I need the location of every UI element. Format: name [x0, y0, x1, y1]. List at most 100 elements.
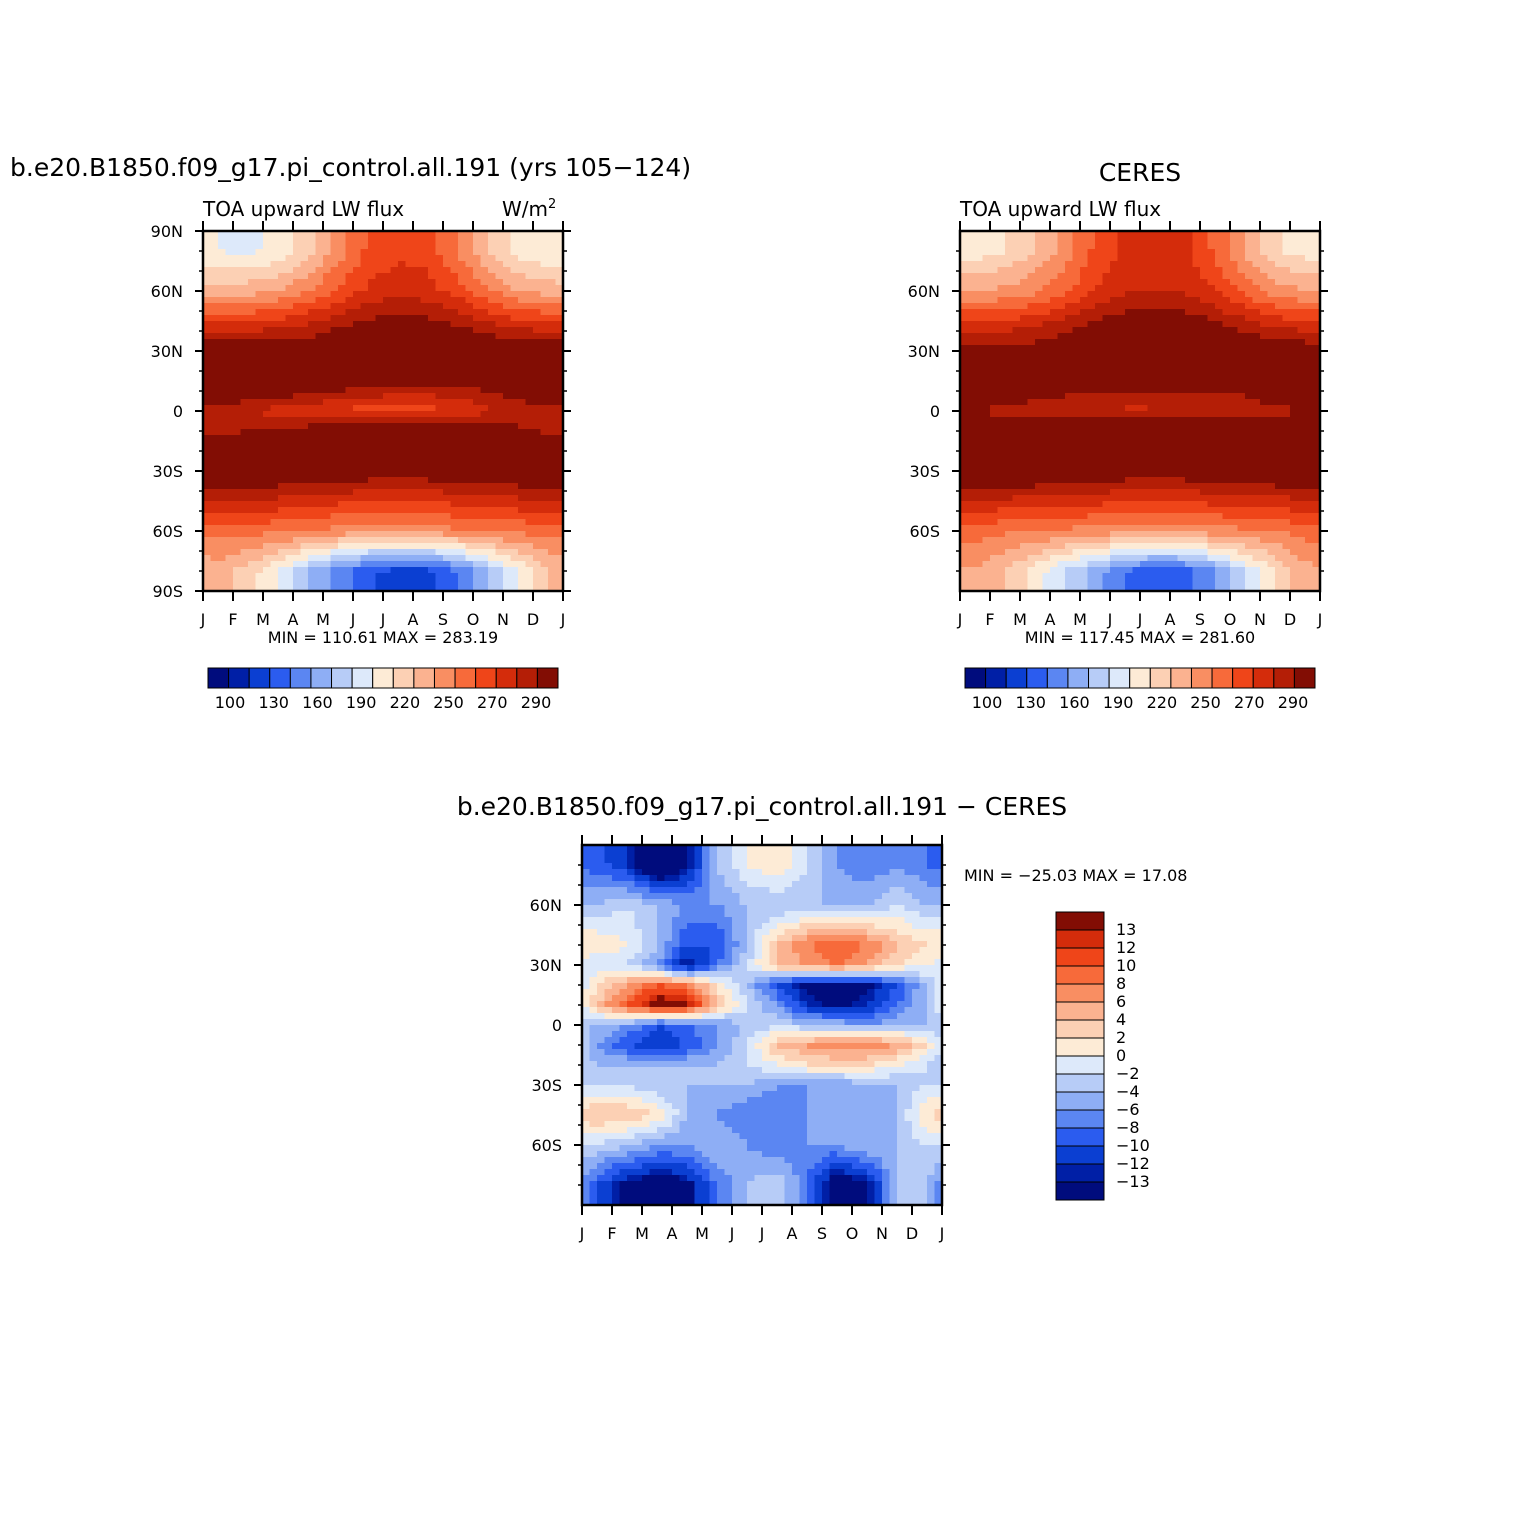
heatmap-cell: [240, 261, 249, 268]
heatmap-cell: [1297, 411, 1306, 418]
heatmap-cell: [330, 519, 339, 526]
heatmap-cell: [405, 435, 414, 442]
heatmap-cell: [1162, 315, 1171, 322]
heatmap-cell: [1200, 309, 1209, 316]
heatmap-cell: [1080, 387, 1089, 394]
heatmap-cell: [1200, 345, 1209, 352]
heatmap-cell: [1215, 459, 1224, 466]
heatmap-cell: [218, 237, 227, 244]
heatmap-cell: [1267, 261, 1276, 268]
heatmap-cell: [398, 357, 407, 364]
heatmap-cell: [555, 507, 564, 514]
heatmap-cell: [1312, 315, 1321, 322]
heatmap-cell: [413, 459, 422, 466]
heatmap-cell: [1072, 327, 1081, 334]
heatmap-cell: [480, 507, 489, 514]
heatmap-cell: [540, 393, 549, 400]
heatmap-cell: [540, 339, 549, 346]
heatmap-cell: [240, 471, 249, 478]
heatmap-cell: [1132, 447, 1141, 454]
heatmap-cell: [1042, 369, 1051, 376]
heatmap-cell: [443, 537, 452, 544]
heatmap-cell: [1125, 357, 1134, 364]
heatmap-cell: [263, 321, 272, 328]
heatmap-cell: [308, 399, 317, 406]
heatmap-cell: [495, 315, 504, 322]
heatmap-cell: [323, 321, 332, 328]
heatmap-cell: [1252, 231, 1261, 238]
heatmap-cell: [443, 375, 452, 382]
heatmap-cell: [398, 273, 407, 280]
heatmap-cell: [443, 447, 452, 454]
heatmap-cell: [240, 327, 249, 334]
heatmap-cell: [510, 411, 519, 418]
heatmap-cell: [1087, 423, 1096, 430]
heatmap-cell: [503, 453, 512, 460]
heatmap-cell: [300, 399, 309, 406]
heatmap-cell: [293, 417, 302, 424]
heatmap-cell: [1185, 387, 1194, 394]
heatmap-cell: [1065, 303, 1074, 310]
heatmap-cell: [1305, 249, 1314, 256]
heatmap-cell: [1102, 279, 1111, 286]
heatmap-cell: [495, 573, 504, 580]
heatmap-cell: [263, 393, 272, 400]
heatmap-cell: [1200, 333, 1209, 340]
heatmap-cell: [540, 417, 549, 424]
heatmap-cell: [375, 483, 384, 490]
heatmap-cell: [548, 291, 557, 298]
heatmap-cell: [1125, 267, 1134, 274]
heatmap-cell: [525, 345, 534, 352]
heatmap-cell: [1230, 327, 1239, 334]
heatmap-cell: [473, 477, 482, 484]
heatmap-cell: [435, 537, 444, 544]
heatmap-cell: [1072, 285, 1081, 292]
heatmap-cell: [435, 393, 444, 400]
heatmap-cell: [315, 573, 324, 580]
heatmap-cell: [1005, 411, 1014, 418]
heatmap-cell: [1102, 363, 1111, 370]
heatmap-cell: [473, 489, 482, 496]
heatmap-cell: [390, 429, 399, 436]
heatmap-cell: [1155, 363, 1164, 370]
heatmap-cell: [495, 423, 504, 430]
heatmap-cell: [1245, 435, 1254, 442]
heatmap-cell: [443, 285, 452, 292]
heatmap-cell: [1290, 441, 1299, 448]
heatmap-cell: [428, 411, 437, 418]
heatmap-cell: [1110, 339, 1119, 346]
heatmap-cell: [1252, 255, 1261, 262]
heatmap-cell: [405, 585, 414, 592]
heatmap-cell: [488, 483, 497, 490]
heatmap-cell: [315, 273, 324, 280]
heatmap-cell: [435, 561, 444, 568]
heatmap-cell: [323, 327, 332, 334]
heatmap-cell: [495, 537, 504, 544]
heatmap-cell: [1057, 303, 1066, 310]
heatmap-cell: [1267, 285, 1276, 292]
heatmap-cell: [1222, 447, 1231, 454]
heatmap-cell: [368, 435, 377, 442]
heatmap-cell: [1095, 435, 1104, 442]
heatmap-cell: [1080, 339, 1089, 346]
heatmap-cell: [248, 375, 257, 382]
heatmap-cell: [233, 453, 242, 460]
heatmap-cell: [503, 507, 512, 514]
heatmap-cell: [1042, 405, 1051, 412]
heatmap-cell: [270, 297, 279, 304]
heatmap-cell: [1237, 267, 1246, 274]
heatmap-cell: [1290, 459, 1299, 466]
heatmap-cell: [1297, 315, 1306, 322]
heatmap-cell: [975, 435, 984, 442]
heatmap-cell: [458, 423, 467, 430]
heatmap-cell: [1035, 261, 1044, 268]
heatmap-cell: [233, 297, 242, 304]
heatmap-cell: [450, 393, 459, 400]
heatmap-cell: [330, 585, 339, 592]
heatmap-cell: [255, 237, 264, 244]
heatmap-cell: [540, 531, 549, 538]
heatmap-cell: [405, 417, 414, 424]
heatmap-cell: [982, 249, 991, 256]
heatmap-cell: [420, 375, 429, 382]
heatmap-cell: [1200, 399, 1209, 406]
